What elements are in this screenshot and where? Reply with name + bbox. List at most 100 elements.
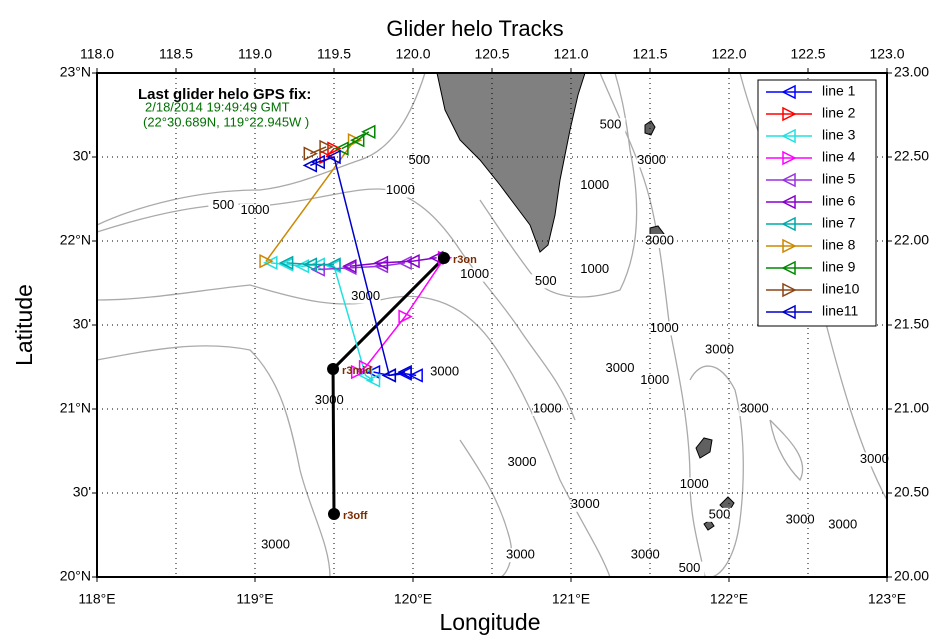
contour-label: 3000: [637, 152, 666, 167]
contour-label-bg: [639, 373, 670, 388]
legend-marker: [781, 84, 796, 100]
contour-label: 1000: [533, 400, 562, 415]
track-marker: [350, 132, 365, 148]
legend-label: line 1: [822, 83, 856, 99]
track-marker: [365, 373, 381, 388]
station-label: r3mid: [342, 365, 372, 377]
contour-label-bg: [579, 262, 610, 277]
x-tick-label: 123°E: [868, 591, 906, 607]
station-label: r3off: [343, 510, 368, 522]
contour-label: 3000: [351, 288, 380, 303]
legend-label: line10: [822, 281, 860, 297]
track-marker: [357, 368, 373, 383]
contour-label: 1000: [386, 182, 415, 197]
contour-label-bg: [240, 203, 270, 218]
legend: [757, 79, 877, 327]
station: [437, 251, 450, 264]
legend-label: line 5: [822, 171, 856, 187]
x-tick-label: 121°E: [552, 591, 590, 607]
track-marker: [408, 368, 423, 383]
legend-marker: [781, 172, 796, 188]
contour-label: 1000: [640, 372, 669, 387]
contour-label: 1000: [650, 320, 679, 335]
contour-label: 3000: [705, 342, 734, 357]
track-marker: [278, 255, 294, 271]
y2-tick-label: 21.00: [894, 400, 929, 416]
track-marker: [302, 257, 318, 272]
track-line: [357, 257, 446, 373]
legend-marker: [781, 128, 796, 144]
legend-marker: [781, 304, 796, 320]
x2-tick-label: 119.5: [317, 46, 351, 62]
contour-label-bg: [459, 267, 490, 282]
contour-label-bg: [604, 361, 635, 376]
y-tick-label: 20°N: [60, 568, 91, 584]
legend-marker: [781, 194, 796, 210]
contour-label: 3000: [631, 547, 660, 562]
contour-label: 3000: [740, 400, 769, 415]
island: [695, 437, 713, 459]
x2-tick-label: 122.0: [711, 46, 746, 62]
contour-label-bg: [260, 538, 291, 553]
legend-label: line 8: [822, 237, 856, 253]
contour-label: 3000: [828, 516, 857, 531]
track-marker: [302, 158, 318, 173]
y-tick-label: 21°N: [60, 400, 91, 416]
contour-label-bg: [505, 548, 536, 563]
track-line: [265, 139, 356, 262]
chart-title: Glider helo Tracks: [386, 16, 563, 41]
track-marker: [347, 132, 363, 148]
track-marker: [326, 149, 341, 165]
track-marker: [373, 255, 389, 271]
contour-label-bg: [679, 477, 710, 492]
contour: [96, 284, 611, 578]
contour-label-bg: [859, 452, 890, 467]
contour-label: 500: [213, 197, 235, 212]
contour-label: 1000: [680, 476, 709, 491]
contour-label-bg: [636, 153, 667, 168]
x-tick-label: 118°E: [78, 591, 115, 607]
contour-label-bg: [314, 393, 345, 408]
x2-tick-label: 121.0: [553, 46, 588, 62]
x-tick-label: 120°E: [394, 591, 432, 607]
contour: [96, 345, 331, 578]
contour-label: 3000: [261, 537, 290, 552]
y-tick-label: 23°N: [60, 64, 91, 80]
contour: [689, 365, 744, 578]
contour-label-bg: [595, 118, 626, 133]
contour-label-bg: [350, 289, 381, 304]
track-marker: [326, 257, 341, 272]
contour-label-bg: [208, 198, 239, 213]
contour-label-bg: [644, 234, 675, 248]
y2-tick-label: 20.50: [894, 484, 929, 500]
x2-tick-label: 118.0: [80, 46, 114, 62]
x-tick-label: 119°E: [236, 591, 273, 607]
track-marker: [259, 253, 274, 269]
contour-label-bg: [827, 517, 858, 532]
y2-tick-label: 20.00: [894, 568, 929, 584]
track-marker: [361, 124, 376, 140]
station: [327, 363, 340, 376]
x2-tick-label: 123.0: [869, 46, 904, 62]
y-tick-label: 30': [73, 484, 91, 500]
x2-tick-label: 119.0: [238, 46, 272, 62]
annotation: Last glider helo GPS fix:: [138, 86, 311, 103]
track-marker: [303, 146, 318, 161]
contour-label-bg: [630, 548, 661, 563]
track-marker: [381, 368, 397, 383]
x-axis-label: Longitude: [439, 609, 540, 635]
y-tick-label: 22°N: [60, 232, 91, 248]
x2-tick-label: 120.0: [395, 46, 430, 62]
y-axis-label: Latitude: [11, 284, 37, 366]
contour: [769, 419, 804, 482]
contour-label: 3000: [506, 547, 535, 562]
legend-label: line 2: [822, 105, 856, 121]
contour-label: 500: [709, 506, 731, 521]
track-marker: [398, 309, 413, 324]
contour-label: 3000: [571, 496, 600, 511]
contour: [96, 72, 426, 226]
taiwan: [436, 72, 586, 253]
legend-label: line 3: [822, 127, 856, 143]
legend-marker: [781, 260, 796, 276]
